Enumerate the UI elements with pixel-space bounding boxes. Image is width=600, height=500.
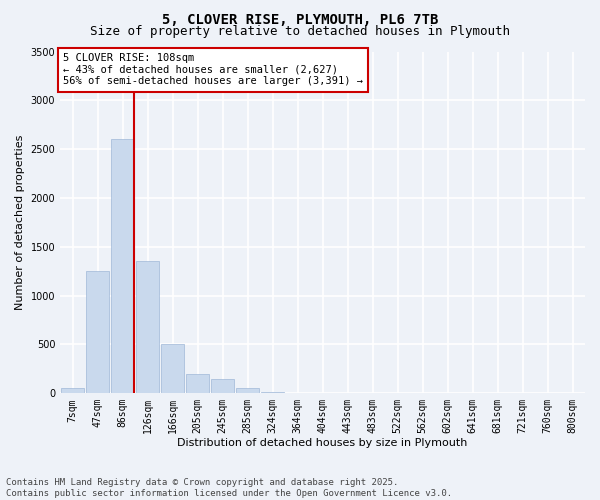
- Y-axis label: Number of detached properties: Number of detached properties: [15, 134, 25, 310]
- Bar: [86, 271, 109, 393]
- Text: Size of property relative to detached houses in Plymouth: Size of property relative to detached ho…: [90, 25, 510, 38]
- Bar: [161, 344, 184, 393]
- Bar: [187, 374, 209, 393]
- Bar: [61, 388, 84, 393]
- Text: 5 CLOVER RISE: 108sqm
← 43% of detached houses are smaller (2,627)
56% of semi-d: 5 CLOVER RISE: 108sqm ← 43% of detached …: [63, 53, 363, 86]
- Bar: [262, 392, 284, 393]
- Bar: [236, 388, 259, 393]
- X-axis label: Distribution of detached houses by size in Plymouth: Distribution of detached houses by size …: [178, 438, 468, 448]
- Text: 5, CLOVER RISE, PLYMOUTH, PL6 7TB: 5, CLOVER RISE, PLYMOUTH, PL6 7TB: [162, 12, 438, 26]
- Bar: [136, 262, 159, 393]
- Bar: [211, 378, 234, 393]
- Bar: [112, 140, 134, 393]
- Text: Contains HM Land Registry data © Crown copyright and database right 2025.
Contai: Contains HM Land Registry data © Crown c…: [6, 478, 452, 498]
